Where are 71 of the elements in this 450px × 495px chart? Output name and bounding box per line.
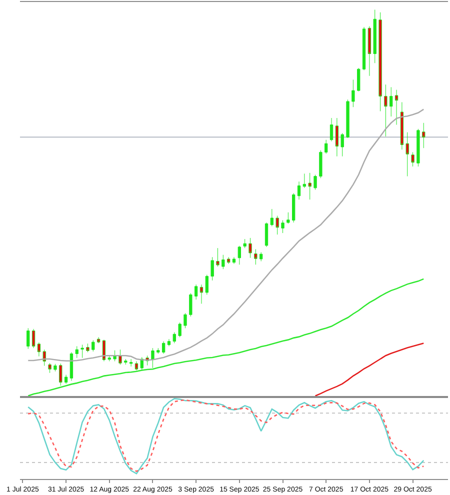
candlestick <box>178 322 182 338</box>
candlestick <box>108 355 111 362</box>
candlestick <box>238 246 241 265</box>
candlestick <box>162 341 166 354</box>
candlestick <box>373 9 376 64</box>
candlestick <box>286 212 290 224</box>
candlestick <box>346 99 350 138</box>
candlestick <box>400 102 404 150</box>
candlestick <box>222 254 225 270</box>
candlestick <box>260 252 263 262</box>
candlestick <box>216 248 220 267</box>
candlestick <box>26 328 30 350</box>
candlestick <box>167 338 171 346</box>
candlestick <box>32 328 36 348</box>
candlestick <box>205 274 208 295</box>
candlestick <box>48 362 52 374</box>
candlestick <box>156 348 160 354</box>
candlestick <box>42 349 46 366</box>
candlestick <box>102 340 106 362</box>
candlestick <box>281 220 284 234</box>
candlestick <box>86 343 90 352</box>
candlestick <box>308 172 312 200</box>
candlestick <box>134 361 138 371</box>
candlestick <box>227 256 230 264</box>
candlestick <box>384 84 388 137</box>
candlestick <box>232 256 236 264</box>
candlestick <box>422 122 426 148</box>
candlestick <box>416 128 420 167</box>
candlestick <box>254 248 258 265</box>
candlestick <box>59 363 62 386</box>
candlestick <box>292 192 296 223</box>
candlestick <box>362 26 366 70</box>
candlestick <box>172 332 176 344</box>
candlestick <box>297 181 301 200</box>
candlestick <box>368 26 372 76</box>
candlestick <box>264 222 268 248</box>
candlestick <box>54 364 57 372</box>
candlestick <box>200 284 204 304</box>
candlestick <box>302 173 306 188</box>
candlestick <box>75 346 78 358</box>
candlestick <box>184 312 187 328</box>
candlestick <box>276 216 279 235</box>
candlestick <box>80 344 84 358</box>
candlestick <box>243 238 246 248</box>
candlestick <box>210 256 214 281</box>
candlestick <box>406 132 409 177</box>
candlestick <box>70 352 74 382</box>
candlestick <box>357 68 360 92</box>
candlestick <box>248 238 252 258</box>
candlestick <box>37 342 41 357</box>
candlestick <box>118 349 122 365</box>
candlestick <box>411 152 414 167</box>
candlestick <box>330 118 334 142</box>
candlestick <box>96 336 100 344</box>
candlestick <box>270 208 274 227</box>
candlestick <box>64 374 68 384</box>
candlestick <box>124 358 128 365</box>
candlestick <box>352 79 355 108</box>
candlestick <box>189 292 192 317</box>
candlestick <box>324 140 328 154</box>
candlestick <box>340 132 344 157</box>
candlestick <box>390 86 393 117</box>
candlestick <box>194 284 198 300</box>
candlestick <box>314 174 317 190</box>
candlestick <box>394 90 398 126</box>
candlestick <box>92 340 95 352</box>
candlestick <box>129 358 133 367</box>
candlestick <box>319 150 322 178</box>
candlestick <box>335 118 339 157</box>
candlestick <box>378 12 382 112</box>
candlestick <box>151 348 154 368</box>
